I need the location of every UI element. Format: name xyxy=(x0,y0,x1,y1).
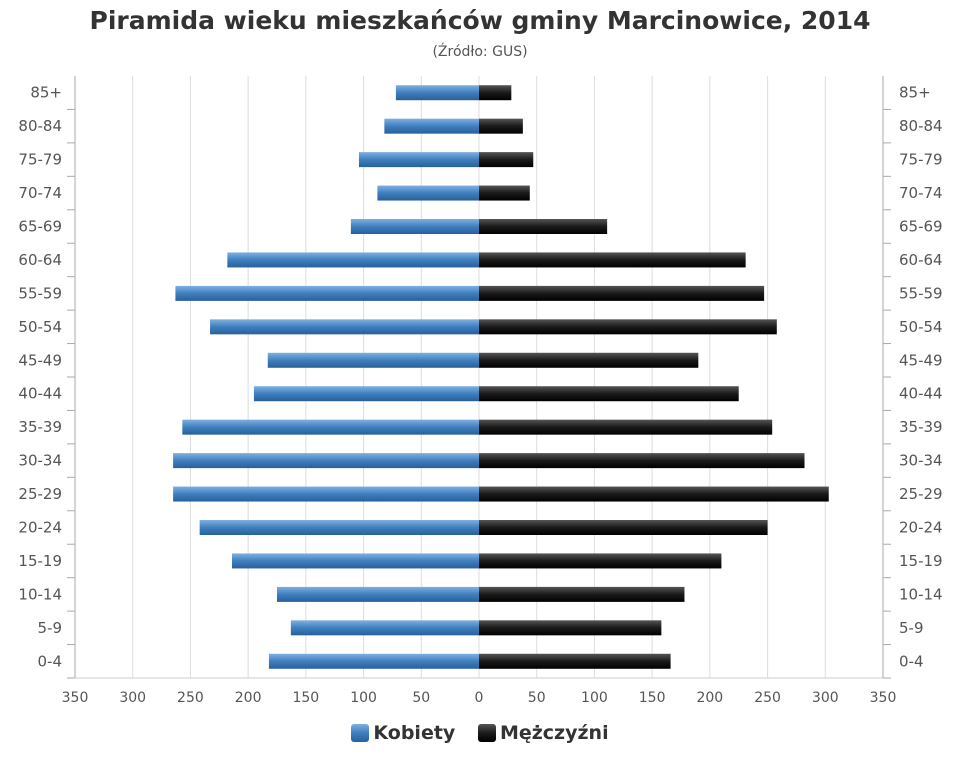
bar-kobiety[interactable] xyxy=(267,352,479,368)
category-label-right: 65-69 xyxy=(899,218,943,236)
category-label-right: 50-54 xyxy=(899,318,943,336)
bar-mezczyzni[interactable] xyxy=(479,118,523,134)
category-label-left: 10-14 xyxy=(18,585,62,603)
category-label-left: 70-74 xyxy=(18,184,62,202)
category-label-left: 60-64 xyxy=(18,251,62,269)
bar-kobiety[interactable] xyxy=(377,185,479,201)
bar-mezczyzni[interactable] xyxy=(479,553,722,569)
legend-swatch-kobiety xyxy=(351,724,370,742)
bar-mezczyzni[interactable] xyxy=(479,486,829,502)
legend-swatch-mezczyzni xyxy=(477,724,496,742)
legend-item-mezczyzni[interactable]: Mężczyźni xyxy=(477,722,609,744)
bar-kobiety[interactable] xyxy=(277,586,479,602)
bar-kobiety[interactable] xyxy=(384,118,479,134)
category-label-left: 65-69 xyxy=(18,218,62,236)
category-label-right: 40-44 xyxy=(899,385,943,403)
bar-mezczyzni[interactable] xyxy=(479,352,699,368)
category-label-left: 5-9 xyxy=(38,619,63,637)
x-tick-label: 0 xyxy=(475,690,484,706)
bar-mezczyzni[interactable] xyxy=(479,586,685,602)
bar-kobiety[interactable] xyxy=(173,453,479,469)
bar-mezczyzni[interactable] xyxy=(479,285,765,301)
x-tick-label: 100 xyxy=(581,690,608,706)
bar-kobiety[interactable] xyxy=(173,486,479,502)
category-label-right: 20-24 xyxy=(899,519,943,537)
category-label-left: 35-39 xyxy=(18,418,62,436)
category-label-right: 45-49 xyxy=(899,351,943,369)
bar-kobiety[interactable] xyxy=(227,252,479,268)
bar-mezczyzni[interactable] xyxy=(479,453,805,469)
x-tick-label: 300 xyxy=(812,690,839,706)
legend-label-kobiety: Kobiety xyxy=(373,722,456,744)
chart-title: Piramida wieku mieszkańców gminy Marcino… xyxy=(89,6,871,35)
bar-kobiety[interactable] xyxy=(210,319,479,335)
category-label-left: 75-79 xyxy=(18,151,62,169)
x-tick-label: 50 xyxy=(412,690,430,706)
x-tick-label: 100 xyxy=(350,690,377,706)
category-label-left: 20-24 xyxy=(18,519,62,537)
bar-kobiety[interactable] xyxy=(358,152,479,168)
category-label-left: 55-59 xyxy=(18,284,62,302)
legend-label-mezczyzni: Mężczyźni xyxy=(499,722,609,744)
bar-mezczyzni[interactable] xyxy=(479,520,768,535)
category-label-right: 25-29 xyxy=(899,485,943,503)
bar-kobiety[interactable] xyxy=(350,219,479,234)
category-label-left: 40-44 xyxy=(18,385,62,403)
category-label-right: 35-39 xyxy=(899,418,943,436)
x-tick-label: 200 xyxy=(696,690,723,706)
bar-mezczyzni[interactable] xyxy=(479,152,534,168)
legend-item-kobiety[interactable]: Kobiety xyxy=(351,722,455,744)
category-label-right: 85+ xyxy=(899,84,931,102)
bar-kobiety[interactable] xyxy=(290,620,479,636)
bar-mezczyzni[interactable] xyxy=(479,85,512,101)
category-label-right: 5-9 xyxy=(899,619,924,637)
category-label-right: 15-19 xyxy=(899,552,943,570)
bar-mezczyzni[interactable] xyxy=(479,386,739,402)
bar-mezczyzni[interactable] xyxy=(479,219,608,234)
bar-mezczyzni[interactable] xyxy=(479,252,746,268)
category-label-right: 30-34 xyxy=(899,452,943,470)
category-label-left: 0-4 xyxy=(38,652,63,670)
category-label-right: 70-74 xyxy=(899,184,943,202)
bar-kobiety[interactable] xyxy=(175,285,479,301)
bar-kobiety[interactable] xyxy=(253,386,479,402)
bar-kobiety[interactable] xyxy=(395,85,479,101)
x-tick-label: 250 xyxy=(177,690,204,706)
bar-kobiety[interactable] xyxy=(268,653,479,669)
category-label-right: 55-59 xyxy=(899,284,943,302)
category-label-right: 75-79 xyxy=(899,151,943,169)
category-label-right: 60-64 xyxy=(899,251,943,269)
category-label-left: 15-19 xyxy=(18,552,62,570)
bar-mezczyzni[interactable] xyxy=(479,620,662,636)
x-tick-label: 150 xyxy=(292,690,319,706)
category-label-left: 30-34 xyxy=(18,452,62,470)
category-label-right: 10-14 xyxy=(899,585,943,603)
x-tick-label: 350 xyxy=(62,690,89,706)
bar-mezczyzni[interactable] xyxy=(479,653,671,669)
category-label-left: 25-29 xyxy=(18,485,62,503)
bar-mezczyzni[interactable] xyxy=(479,319,777,335)
x-tick-label: 350 xyxy=(870,690,897,706)
bar-kobiety[interactable] xyxy=(182,419,479,435)
category-label-left: 50-54 xyxy=(18,318,62,336)
chart-subtitle: (Źródło: GUS) xyxy=(432,44,528,60)
x-tick-label: 250 xyxy=(754,690,781,706)
x-tick-label: 150 xyxy=(639,690,666,706)
bar-mezczyzni[interactable] xyxy=(479,419,773,435)
category-label-left: 80-84 xyxy=(18,117,62,135)
x-tick-label: 200 xyxy=(235,690,262,706)
category-label-left: 85+ xyxy=(30,84,62,102)
bar-mezczyzni[interactable] xyxy=(479,185,530,201)
x-tick-label: 300 xyxy=(119,690,146,706)
category-label-right: 0-4 xyxy=(899,652,924,670)
category-label-left: 45-49 xyxy=(18,351,62,369)
category-label-right: 80-84 xyxy=(899,117,943,135)
x-tick-label: 50 xyxy=(528,690,546,706)
bar-kobiety[interactable] xyxy=(231,553,479,569)
legend: Kobiety Mężczyźni xyxy=(0,722,960,747)
bar-kobiety[interactable] xyxy=(199,520,480,535)
